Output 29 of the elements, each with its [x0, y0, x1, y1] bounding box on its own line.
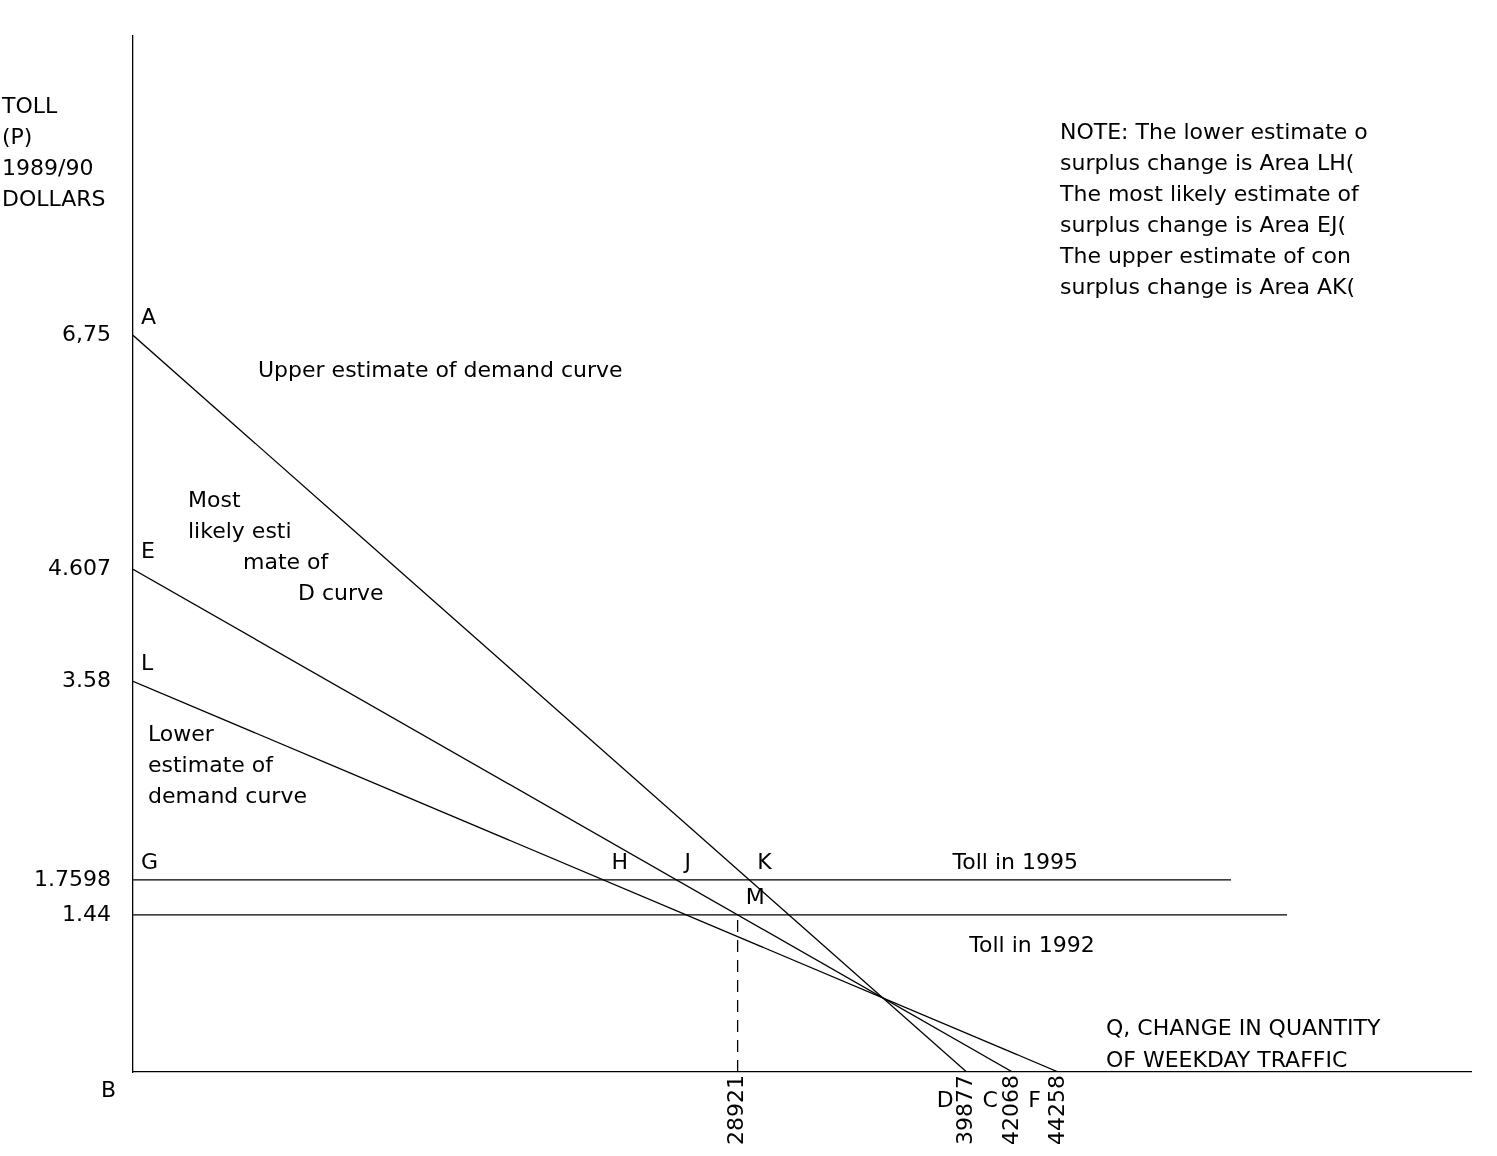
annotation: Most likely esti mate of D curve: [188, 486, 384, 605]
annotation: NOTE: The lower estimate o surplus change is Area LH( The most likely estimate of surplus change is Area EJ( The upper estimate of con surplus change is Area AK(: [1059, 118, 1368, 299]
y-tick-label: 1.44: [62, 900, 111, 926]
ref-line-label: Toll in 1992: [968, 931, 1095, 957]
y-tick-label: 4.607: [48, 554, 111, 580]
y-tick-label: 3.58: [62, 667, 111, 693]
annotation: Upper estimate of demand curve: [258, 356, 623, 382]
annotation: G: [141, 848, 159, 874]
annotation: H: [611, 848, 628, 874]
y-axis-title: TOLL (P) 1989/90 DOLLARS: [1, 92, 106, 211]
ref-line-label: Toll in 1995: [951, 848, 1078, 874]
annotation: D: [936, 1086, 954, 1112]
annotation: C: [982, 1086, 998, 1112]
x-tick-label: 39877: [952, 1075, 978, 1146]
y-tick-label: 1.7598: [34, 865, 111, 891]
x-axis-title: Q, CHANGE IN QUANTITY OF WEEKDAY TRAFFIC: [1106, 1014, 1381, 1072]
annotation: F: [1028, 1086, 1041, 1112]
y-tick-label: 6,75: [62, 321, 111, 347]
annotation: Lower estimate of demand curve: [148, 720, 307, 808]
annotation: M: [745, 883, 765, 909]
annotation: K: [757, 848, 773, 874]
annotation: E: [141, 537, 155, 563]
x-tick-label: 44258: [1043, 1075, 1069, 1146]
annotation: J: [682, 848, 692, 874]
x-tick-label: 28921: [723, 1075, 749, 1146]
annotation: A: [141, 304, 157, 330]
annotation: L: [141, 650, 154, 676]
text: B: [100, 1076, 116, 1102]
x-tick-label: 42068: [998, 1075, 1024, 1146]
